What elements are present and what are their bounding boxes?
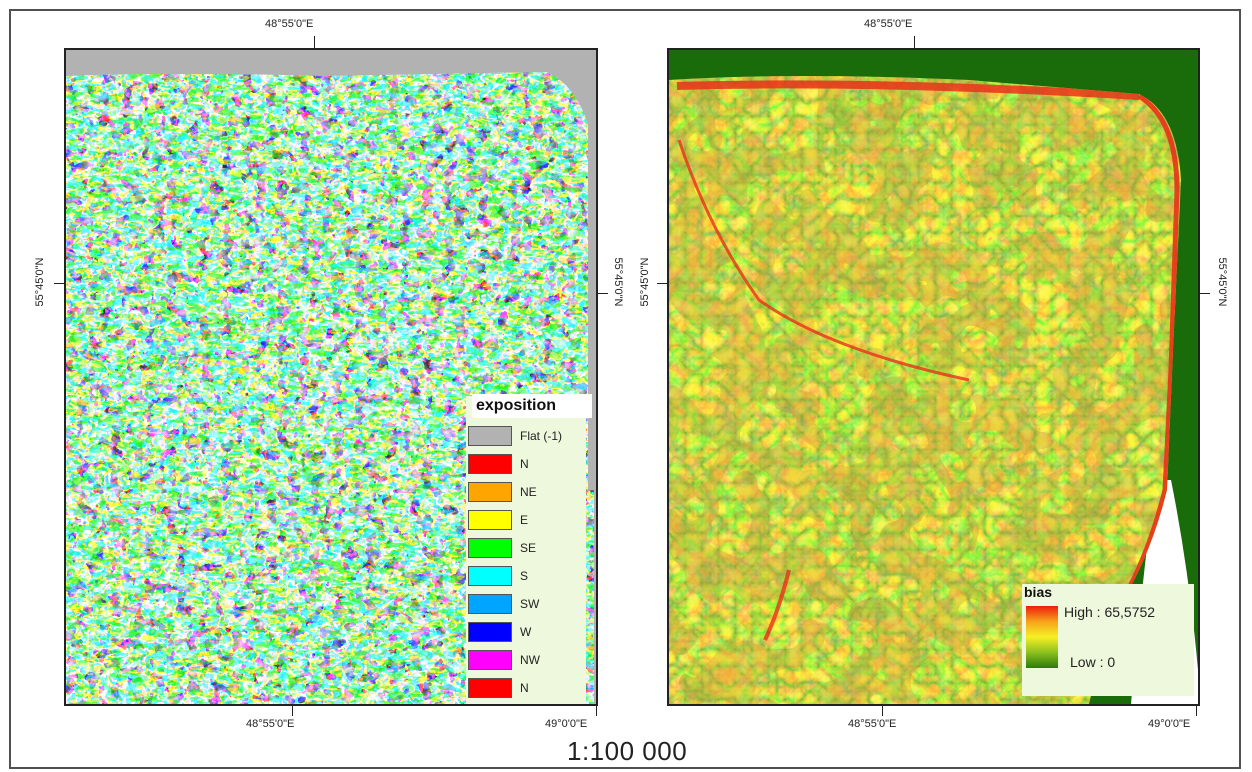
bias-legend-title: bias [1024,584,1053,600]
tick-bottom-right-1 [882,706,883,716]
legend-swatch-ne [468,482,512,502]
legend-label-se: SE [520,541,537,555]
legend-item-n: N [468,454,586,476]
figure-frame [9,9,1241,769]
legend-swatch-flat [468,426,512,446]
legend-swatch-n2 [468,678,512,698]
tick-top-left [314,36,315,48]
legend-item-nw: NW [468,650,586,672]
bias-low-label: Low : 0 [1070,654,1116,670]
coord-bottom-right-2: 49°0'0"E [1148,718,1191,730]
legend-swatch-n [468,454,512,474]
legend-swatch-w [468,622,512,642]
bias-color-ramp [1026,606,1058,668]
tick-right-map-right [1200,293,1210,294]
legend-item-w: W [468,622,586,644]
legend-label-n: N [520,457,529,471]
tick-left-map-right [598,293,608,294]
legend-swatch-nw [468,650,512,670]
legend-label-flat: Flat (-1) [520,429,562,443]
coord-top-left: 48°55'0"E [265,18,314,30]
coord-bottom-left-2: 49°0'0"E [545,718,588,730]
legend-label-sw: SW [520,597,540,611]
tick-top-right [914,36,915,48]
coord-right-map-right: 55°45'0"N [1216,257,1228,307]
legend-label-nw: NW [520,653,540,667]
legend-item-s: S [468,566,586,588]
legend-swatch-sw [468,594,512,614]
legend-label-s: S [520,569,529,583]
tick-left-map-left [54,283,64,284]
legend-item-ne: NE [468,482,586,504]
legend-label-w: W [520,625,532,639]
bias-legend: bias High : 65,5752 Low : 0 [1022,584,1194,696]
legend-label-ne: NE [520,485,537,499]
legend-item-e: E [468,510,586,532]
coord-bottom-right-1: 48°55'0"E [848,718,897,730]
map-scale: 1:100 000 [567,736,688,766]
exposition-legend: exposition Flat (-1) N NE E SE S SW W NW… [466,394,592,704]
legend-item-sw: SW [468,594,586,616]
coord-bottom-left-1: 48°55'0"E [246,718,295,730]
coord-left-map-left: 55°45'0"N [34,257,46,307]
legend-label-e: E [520,513,529,527]
exposition-legend-title: exposition [472,394,592,418]
coord-top-right: 48°55'0"E [864,18,913,30]
legend-swatch-se [468,538,512,558]
legend-label-n2: N [520,681,529,695]
tick-bottom-right-2 [1196,706,1197,716]
legend-item-flat: Flat (-1) [468,426,586,448]
tick-bottom-left-2 [596,706,597,716]
bias-high-label: High : 65,5752 [1064,604,1156,620]
coord-right-map-left: 55°45'0"N [639,257,651,307]
legend-swatch-e [468,510,512,530]
tick-right-map-left [657,283,667,284]
tick-bottom-left-1 [292,706,293,716]
legend-swatch-s [468,566,512,586]
legend-item-n2: N [468,678,586,700]
coord-left-map-right: 55°45'0"N [612,257,624,307]
legend-item-se: SE [468,538,586,560]
